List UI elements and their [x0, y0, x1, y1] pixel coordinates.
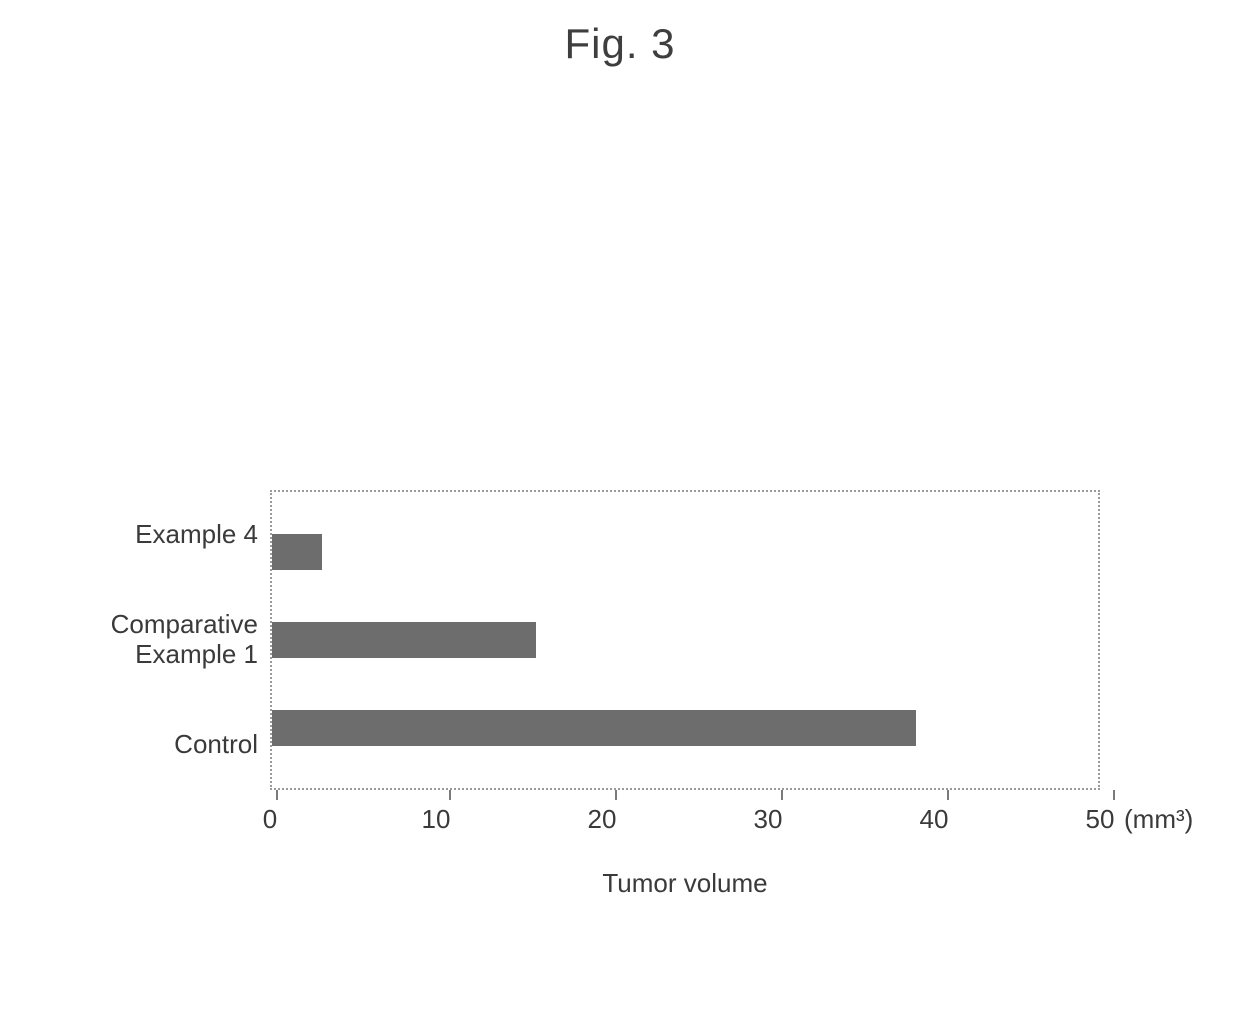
x-ticks-spacer	[80, 790, 270, 842]
x-tick-label: 0	[263, 804, 277, 835]
tick-mark	[449, 790, 451, 800]
x-axis-title: Tumor volume	[270, 868, 1100, 899]
x-tick: 20	[602, 790, 631, 835]
y-axis-label: ComparativeExample 1	[111, 610, 258, 670]
tick-mark	[276, 790, 278, 800]
y-axis-label: Example 4	[135, 520, 258, 550]
x-title-spacer	[80, 842, 270, 899]
chart-container: Example 4 ComparativeExample 1 Control 0 10…	[80, 490, 1220, 899]
x-ticks-row: 0 10 20 30 40 50 (mm³)	[80, 790, 1220, 842]
x-tick-label: 20	[588, 804, 617, 835]
figure-title: Fig. 3	[0, 20, 1240, 68]
x-tick: 40	[934, 790, 963, 835]
bar	[272, 710, 916, 746]
x-axis-ticks: 01020304050(mm³)	[270, 790, 1100, 842]
bar	[272, 622, 536, 658]
tick-mark	[781, 790, 783, 800]
tick-mark	[1113, 790, 1115, 800]
y-axis-labels: Example 4 ComparativeExample 1 Control	[80, 490, 270, 790]
x-tick-label: 50	[1086, 804, 1115, 835]
x-tick-label: 40	[920, 804, 949, 835]
bars-group	[272, 492, 1098, 788]
tick-mark	[947, 790, 949, 800]
plot-area	[270, 490, 1100, 790]
x-tick-label: 10	[422, 804, 451, 835]
x-tick: 30	[768, 790, 797, 835]
bar	[272, 534, 322, 570]
x-tick: 0	[270, 790, 284, 835]
page: Fig. 3 Example 4 ComparativeExample 1 Cont…	[0, 0, 1240, 1009]
x-title-row: Tumor volume	[80, 842, 1220, 899]
tick-mark	[615, 790, 617, 800]
y-axis-label: Control	[174, 730, 258, 760]
x-axis-unit: (mm³)	[1124, 804, 1193, 835]
chart-row: Example 4 ComparativeExample 1 Control	[80, 490, 1220, 790]
x-tick-label: 30	[754, 804, 783, 835]
x-tick: 10	[436, 790, 465, 835]
